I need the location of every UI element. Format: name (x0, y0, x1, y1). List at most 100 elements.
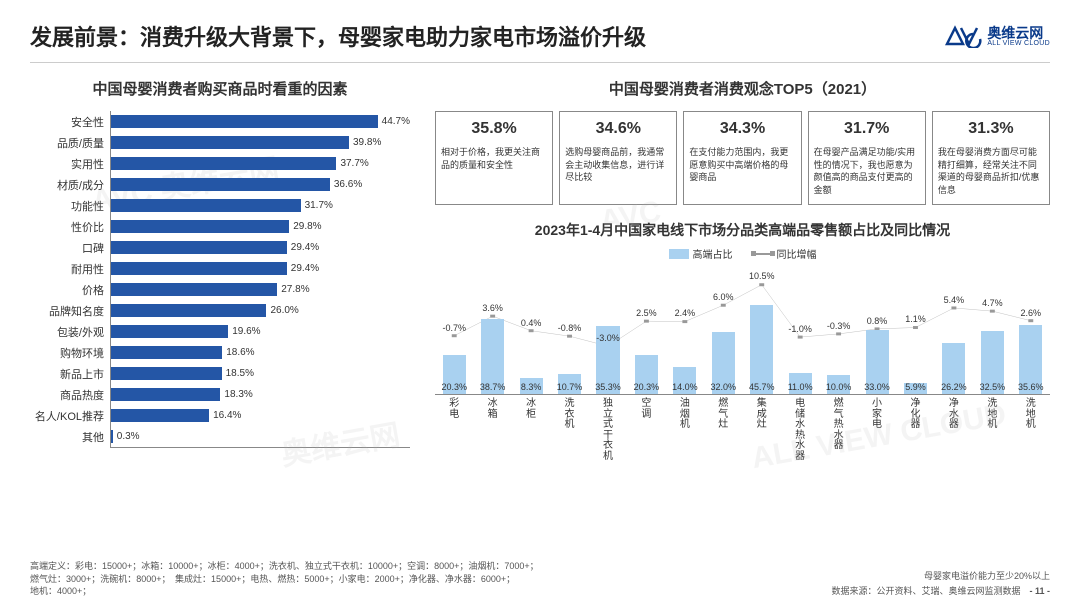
footer-claim: 母婴家电溢价能力至少20%以上 (831, 569, 1050, 583)
bar-fill (111, 199, 301, 212)
bar-row: 品质/质量39.8% (30, 132, 410, 153)
bar-row: 功能性31.7% (30, 195, 410, 216)
combo-bar-value: 32.5% (973, 382, 1011, 392)
combo-category: 小家电 (858, 395, 896, 425)
top5-box: 34.6%选购母婴商品前，我通常会主动收集信息，进行详尽比较 (559, 111, 677, 205)
top5-box: 34.3% 在支付能力范围内，我更愿意购买中高端价格的母婴商品 (683, 111, 801, 205)
bar-label: 材质/成分 (30, 177, 110, 193)
bar-value: 31.7% (305, 200, 333, 211)
combo-line-value: 2.5% (627, 308, 665, 318)
combo-category: 集成灶 (743, 395, 781, 425)
combo-category: 彩电 (435, 395, 473, 425)
bar-value: 18.6% (226, 347, 254, 358)
combo-col: 5.4%26.2% (935, 265, 973, 394)
slide-header: 发展前景：消费升级大背景下，母婴家电助力家电市场溢价升级 奥维云网 ALL VI… (30, 20, 1050, 63)
bar-row: 商品热度 18.3% (30, 384, 410, 405)
combo-col: -0.8%10.7% (550, 265, 588, 394)
combo-category: 电储水热水器 (781, 395, 819, 425)
bar-label: 实用性 (30, 156, 110, 172)
top5-pct: 35.8% (441, 120, 547, 138)
bar-value: 29.4% (291, 242, 319, 253)
bar-value: 29.4% (291, 263, 319, 274)
combo-line-value: 0.8% (858, 316, 896, 326)
bar-value: 36.6% (334, 179, 362, 190)
bar-label: 购物环境 (30, 345, 110, 361)
top5-pct: 34.6% (565, 120, 671, 138)
bar-row: 包装/外观 19.6% (30, 321, 410, 342)
combo-line-value: 2.4% (666, 308, 704, 318)
combo-bar-value: 45.7% (743, 382, 781, 392)
combo-col: 6.0%32.0% (704, 265, 742, 394)
combo-line-value: 10.5% (743, 271, 781, 281)
bar-row: 名人/KOL推荐16.4% (30, 405, 410, 426)
bar-label: 商品热度 (30, 387, 110, 403)
combo-category: 独立式干衣机 (589, 395, 627, 425)
combo-bar-value: 35.3% (589, 382, 627, 392)
bar-row: 购物环境 18.6% (30, 342, 410, 363)
bar-fill (111, 367, 222, 380)
bar-label: 性价比 (30, 219, 110, 235)
combo-legend: 高端占比 同比增幅 (435, 246, 1050, 261)
bar-fill (111, 115, 378, 128)
bar-label: 价格 (30, 282, 110, 298)
top5-desc: 我在母婴消费方面尽可能精打细算，经常关注不同渠道的母婴商品折扣/优惠信息 (938, 146, 1044, 196)
combo-bar-value: 20.3% (435, 382, 473, 392)
bar-value: 18.3% (224, 389, 252, 400)
combo-line-value: -0.3% (819, 321, 857, 331)
combo-category: 洗衣机 (550, 395, 588, 425)
bar-value: 19.6% (232, 326, 260, 337)
bar-fill (111, 241, 287, 254)
left-chart-title: 中国母婴消费者购买商品时看重的因素 (30, 78, 410, 99)
top5-box: 31.7%在母婴产品满足功能/实用性的情况下，我也愿意为颜值高的商品支付更高的金… (808, 111, 926, 205)
combo-line-value: 6.0% (704, 292, 742, 302)
bar-label: 包装/外观 (30, 324, 110, 340)
bar-label: 耐用性 (30, 261, 110, 277)
combo-category: 油烟机 (666, 395, 704, 425)
bar-value: 0.3% (117, 431, 140, 442)
combo-bar-value: 10.7% (550, 382, 588, 392)
definition-line1: 高端定义：彩电：15000+；冰箱：10000+；冰柜：4000+；洗衣机、独立… (30, 560, 539, 573)
bar-fill (111, 409, 209, 422)
definition-line3: 地机：4000+； (30, 585, 539, 598)
slide-footer: 高端定义：彩电：15000+；冰箱：10000+；冰柜：4000+；洗衣机、独立… (30, 560, 1050, 598)
bar-value: 37.7% (340, 158, 368, 169)
combo-category: 洗地机 (1012, 395, 1050, 425)
bar-row: 实用性 37.7% (30, 153, 410, 174)
combo-col: 3.6%38.7% (473, 265, 511, 394)
combo-bar-value: 20.3% (627, 382, 665, 392)
combo-line-value: 3.6% (473, 303, 511, 313)
combo-col: 2.5% 20.3% (627, 265, 665, 394)
combo-category: 冰柜 (512, 395, 550, 425)
bar-fill (111, 430, 113, 443)
bar-row: 材质/成分 36.6% (30, 174, 410, 195)
combo-line-value: -3.0% (589, 333, 627, 343)
top5-desc: 在支付能力范围内，我更愿意购买中高端价格的母婴商品 (689, 146, 795, 184)
top5-boxes: 35.8% 相对于价格，我更关注商品的质量和安全性 34.6%选购母婴商品前，我通常… (435, 111, 1050, 205)
top5-pct: 31.7% (814, 120, 920, 138)
combo-line-value: -1.0% (781, 324, 819, 334)
bar-row: 品牌知名度26.0% (30, 300, 410, 321)
combo-col: 2.4%14.0% (666, 265, 704, 394)
top5-box: 31.3%我在母婴消费方面尽可能精打细算，经常关注不同渠道的母婴商品折扣/优惠信… (932, 111, 1050, 205)
combo-line-value: 0.4% (512, 318, 550, 328)
combo-bar-value: 8.3% (512, 382, 550, 392)
bar-row: 口碑 29.4% (30, 237, 410, 258)
top5-pct: 34.3% (689, 120, 795, 138)
bar-fill (111, 346, 222, 359)
factors-bar-chart: 安全性44.7%品质/质量39.8%实用性37.7%材质/成分36.6%功能性3… (30, 111, 410, 448)
bar-row: 性价比29.8% (30, 216, 410, 237)
legend-line-label: 同比增幅 (777, 246, 817, 261)
bar-label: 新品上市 (30, 366, 110, 382)
combo-chart: -0.7%20.3%3.6%38.7%0.4%8.3%-0.8%10.7%-3.… (435, 265, 1050, 395)
combo-category: 洗地机 (973, 395, 1011, 425)
logo-icon (943, 24, 983, 48)
bar-fill (111, 157, 336, 170)
top5-title: 中国母婴消费者消费观念TOP5（2021） (435, 78, 1050, 99)
combo-category: 燃气灶 (704, 395, 742, 425)
bar-row: 新品上市18.5% (30, 363, 410, 384)
bar-label: 口碑 (30, 240, 110, 256)
bar-label: 名人/KOL推荐 (30, 408, 110, 424)
bar-row: 耐用性 29.4% (30, 258, 410, 279)
top5-desc: 相对于价格，我更关注商品的质量和安全性 (441, 146, 547, 171)
legend-bar-swatch (669, 249, 689, 259)
